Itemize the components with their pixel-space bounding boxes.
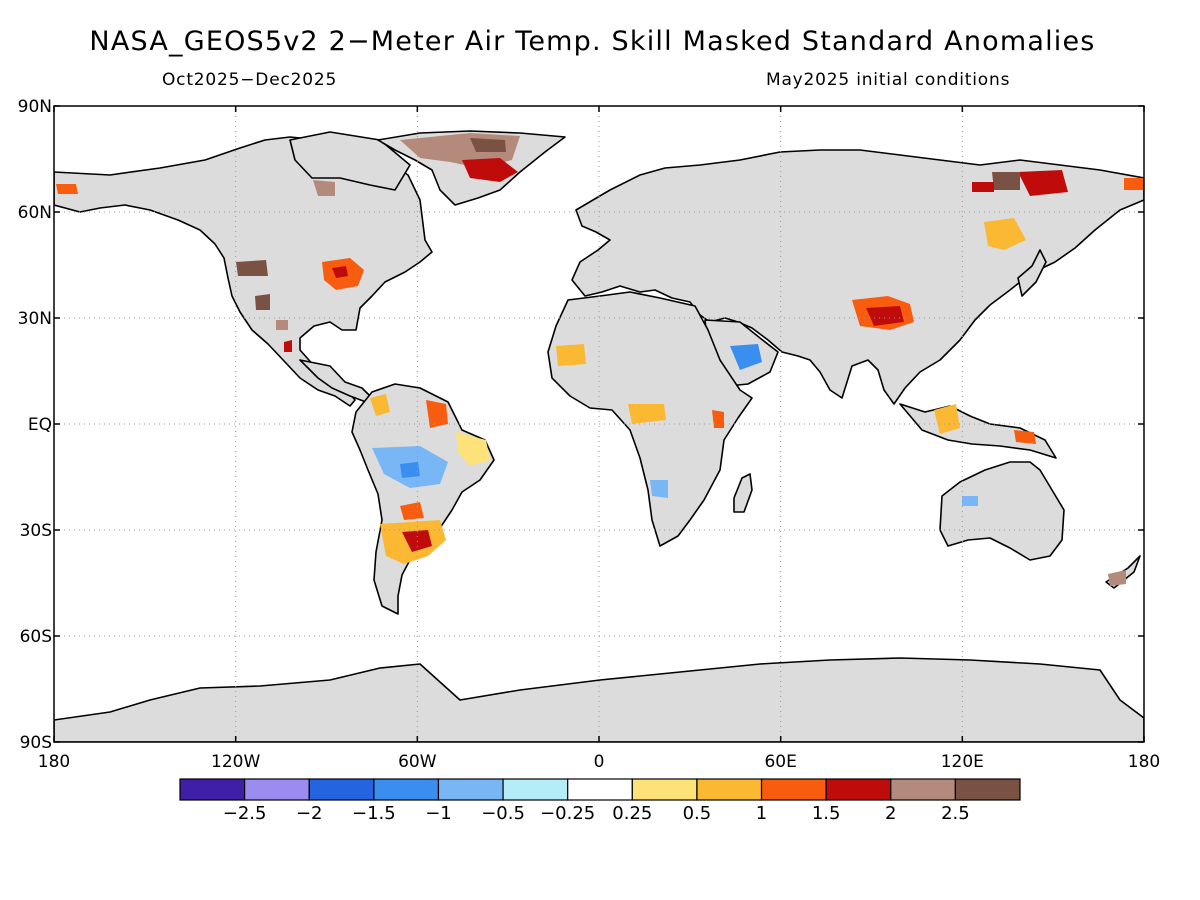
legend-label: −1 [425,803,452,824]
latitude-label: 60N [18,203,52,223]
latitude-label: 30N [18,309,52,329]
anomaly-patch [313,180,335,196]
legend-label: −0.25 [540,803,595,824]
antarctica-land [54,657,1144,742]
legend-color-box [825,778,892,801]
longitude-label: 180 [38,752,70,772]
anomaly-patch [962,496,978,506]
anomaly-patch [470,138,506,152]
latitude-label: 30S [20,521,52,541]
japan-land [1017,249,1047,297]
anomaly-patch [276,320,288,330]
latitude-label: 60S [20,627,52,647]
anomaly-patch [984,218,1026,250]
anomaly-patch [992,172,1020,190]
initial-conditions: May2025 initial conditions [766,70,1011,90]
legend-color-box [308,778,375,801]
latitude-labels: 90N 60N 30N EQ 30S 60S 90S [18,97,1144,753]
legend-label: −2.5 [223,803,267,824]
latitude-label: 90N [18,97,52,117]
anomaly-patch [400,502,424,520]
anomaly-patch [426,400,448,428]
legend-label: 0.25 [612,803,652,824]
legend-label: 2 [885,803,896,824]
longitude-label: 0 [594,752,605,772]
anomaly-patch [712,410,724,428]
map-layer [54,130,1144,742]
anomaly-patch [255,294,270,310]
legend-color-box [760,778,827,801]
anomaly-patch [462,158,518,182]
legend-color-box [567,778,633,801]
anomaly-patch [370,394,390,416]
longitude-label: 120W [211,752,260,772]
legend-color-box [631,778,698,801]
longitude-label: 60W [398,752,437,772]
anomaly-patch [284,340,292,352]
longitude-label: 180 [1128,752,1160,772]
anomaly-patch [1108,570,1126,586]
legend-label: −2 [296,803,323,824]
latitude-label: EQ [28,415,52,435]
madagascar-land [733,473,753,513]
anomaly-patch [236,260,268,276]
anomaly-patch [1014,430,1036,444]
anomaly-patch [556,344,586,366]
longitude-label: 120E [941,752,984,772]
anomaly-patch [650,480,668,498]
legend-label: 2.5 [941,803,970,824]
legend-label: −1.5 [352,803,396,824]
anomaly-patch [628,404,666,424]
anomaly-patch [1124,178,1144,190]
legend-color-box [179,778,246,801]
legend-label: 1 [756,803,767,824]
anomaly-patch [1018,170,1068,196]
anomaly-patch [456,432,490,466]
forecast-period: Oct2025−Dec2025 [162,70,338,90]
legend-label: 0.5 [683,803,712,824]
legend-color-box [244,778,310,801]
legend-color-box [437,778,504,801]
color-legend: −2.5 −2 −1.5 −1 −0.5 −0.25 0.25 0.5 1 1.5 2 2.5 [179,778,1021,824]
anomaly-patch [972,182,994,192]
legend-color-box [954,778,1021,801]
legend-color-box [502,778,569,801]
anomaly-patch [400,462,420,478]
australia-land [939,461,1065,561]
anomaly-patch [934,404,960,434]
anomaly-patch [56,184,78,194]
longitude-labels: 180 120W 60W 0 60E 120E 180 [38,106,1160,772]
longitude-label: 60E [764,752,796,772]
legend-color-box [696,778,763,801]
legend-color-box [890,778,956,801]
anomaly-patches [56,133,1144,586]
latitude-label: 90S [20,733,52,753]
anomaly-patch [730,344,762,370]
arctic-archipelago-land [289,131,411,191]
legend-label: −0.5 [481,803,525,824]
legend-label: 1.5 [812,803,841,824]
map-title: NASA_GEOS5v2 2−Meter Air Temp. Skill Mas… [89,26,1096,57]
eurasia-land [571,149,1144,405]
legend-color-box [373,778,440,801]
grid-lines [54,106,1144,742]
anomaly-patch [332,266,348,278]
anomaly-patch [866,306,904,326]
